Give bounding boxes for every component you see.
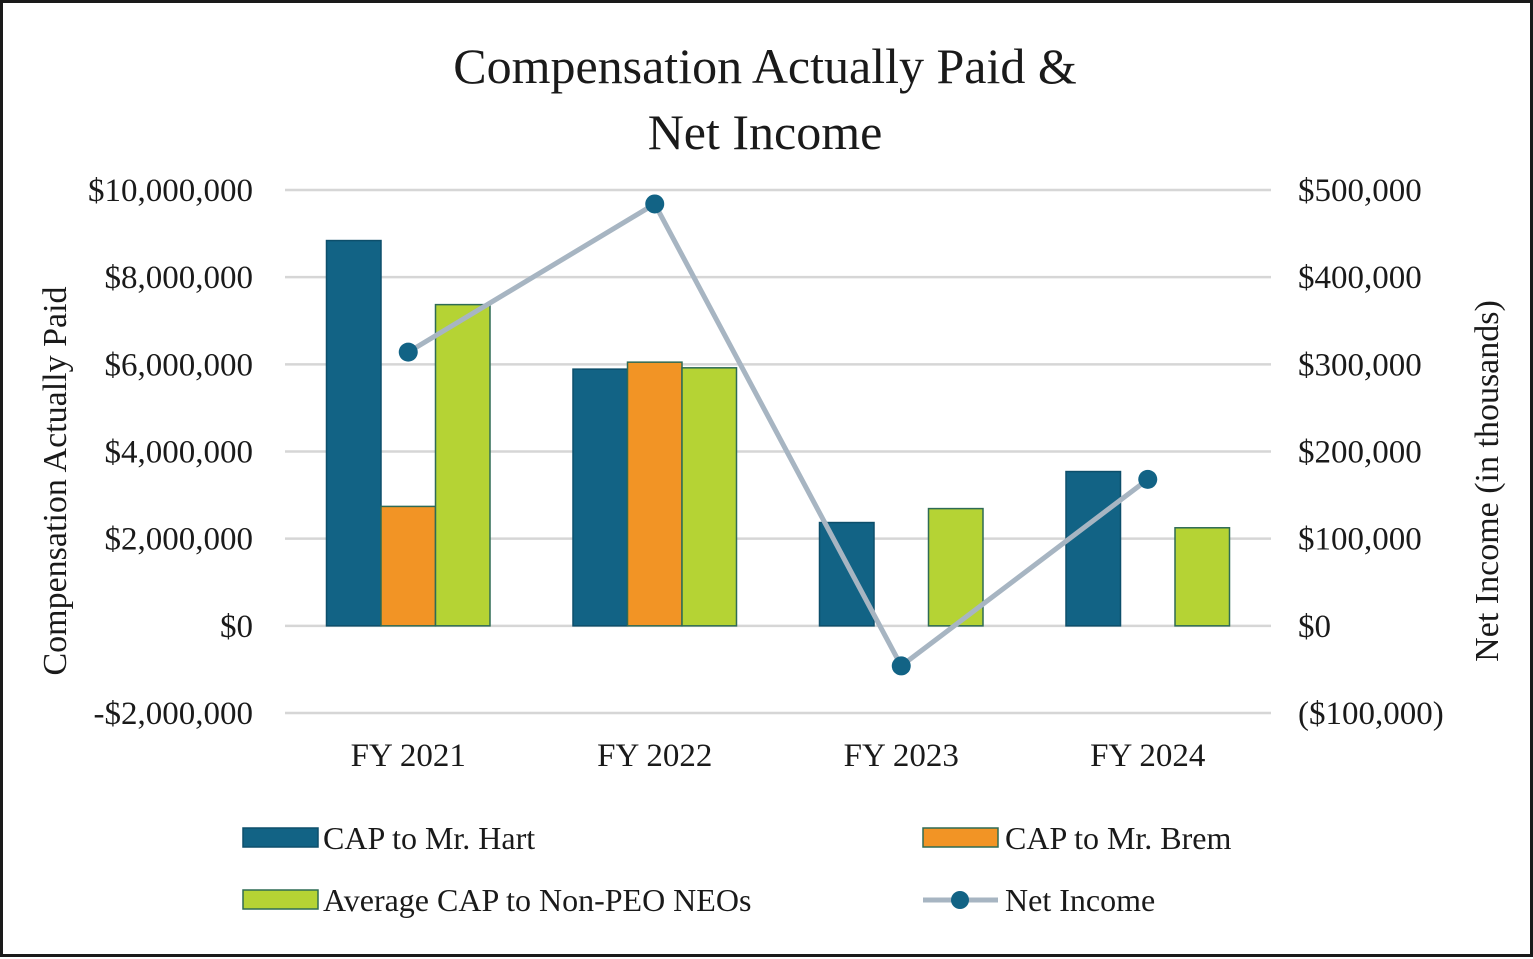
left-tick-label: $10,000,000 xyxy=(88,173,253,209)
left-tick-label: $8,000,000 xyxy=(105,260,254,296)
category-label: FY 2024 xyxy=(1090,738,1205,774)
net-income-series xyxy=(398,194,1158,676)
category-label: FY 2022 xyxy=(597,738,712,774)
bar-cap-to-mr-brem-fy-2021 xyxy=(380,505,437,627)
legend-swatch-brem xyxy=(922,827,999,848)
bar-cap-to-mr-brem-fy-2022 xyxy=(626,361,683,627)
right-tick-label: $400,000 xyxy=(1298,260,1422,296)
bar-cap-to-mr-hart-fy-2024 xyxy=(1065,470,1122,627)
bar-average-cap-to-non-peo-neos-fy-2024 xyxy=(1174,527,1231,627)
chart-title-line-1: Compensation Actually Paid & xyxy=(453,38,1077,94)
legend-label-average: Average CAP to Non-PEO NEOs xyxy=(323,882,751,918)
left-tick-label: $4,000,000 xyxy=(105,435,254,471)
right-tick-label: $0 xyxy=(1298,609,1331,645)
bar-average-cap-to-non-peo-neos-fy-2022 xyxy=(681,367,738,627)
net-income-point-fy-2021 xyxy=(398,342,418,362)
bar-average-cap-to-non-peo-neos-fy-2023 xyxy=(927,507,984,627)
chart-svg: Compensation Actually Paid & Net Income … xyxy=(37,38,1506,918)
category-axis: FY 2021 FY 2022 FY 2023 FY 2024 xyxy=(351,738,1206,774)
legend-item-hart: CAP to Mr. Hart xyxy=(242,820,535,856)
right-axis-title: Net Income (in thousands) xyxy=(1469,300,1506,662)
right-tick-label: ($100,000) xyxy=(1298,696,1444,732)
legend-label-brem: CAP to Mr. Brem xyxy=(1005,820,1232,856)
left-tick-label: $6,000,000 xyxy=(105,347,254,383)
legend-item-average: Average CAP to Non-PEO NEOs xyxy=(242,882,751,918)
left-tick-label: -$2,000,000 xyxy=(94,696,254,732)
bar-series xyxy=(325,239,1231,627)
legend: CAP to Mr. Hart CAP to Mr. Brem Average … xyxy=(242,820,1232,918)
net-income-line xyxy=(406,201,1150,669)
left-axis-title: Compensation Actually Paid xyxy=(37,286,74,675)
legend-label-net-income: Net Income xyxy=(1005,882,1155,918)
right-tick-label: $100,000 xyxy=(1298,522,1422,558)
category-label: FY 2023 xyxy=(844,738,959,774)
net-income-point-fy-2024 xyxy=(1138,469,1158,489)
left-axis-ticks: $10,000,000 $8,000,000 $6,000,000 $4,000,00… xyxy=(88,173,253,732)
right-axis-ticks: $500,000 $400,000 $300,000 $200,000 $100,000… xyxy=(1298,173,1444,732)
bar-average-cap-to-non-peo-neos-fy-2021 xyxy=(434,303,491,627)
net-income-point-fy-2022 xyxy=(645,194,665,214)
left-tick-label: $0 xyxy=(220,609,253,645)
bar-cap-to-mr-hart-fy-2021 xyxy=(325,239,382,627)
gridlines xyxy=(285,188,1271,715)
right-tick-label: $200,000 xyxy=(1298,435,1422,471)
right-tick-label: $300,000 xyxy=(1298,347,1422,383)
net-income-point-fy-2023 xyxy=(891,656,911,676)
legend-item-brem: CAP to Mr. Brem xyxy=(922,820,1232,856)
right-tick-label: $500,000 xyxy=(1298,173,1422,209)
legend-item-net-income: Net Income xyxy=(923,882,1155,918)
legend-label-hart: CAP to Mr. Hart xyxy=(323,820,535,856)
legend-swatch-average xyxy=(242,889,319,910)
legend-swatch-hart xyxy=(242,827,319,848)
legend-marker-net-income xyxy=(951,891,969,909)
left-tick-label: $2,000,000 xyxy=(105,522,254,558)
bar-cap-to-mr-hart-fy-2022 xyxy=(572,368,629,627)
bar-cap-to-mr-hart-fy-2023 xyxy=(818,521,875,627)
category-label: FY 2021 xyxy=(351,738,466,774)
chart-title-line-2: Net Income xyxy=(648,104,883,160)
